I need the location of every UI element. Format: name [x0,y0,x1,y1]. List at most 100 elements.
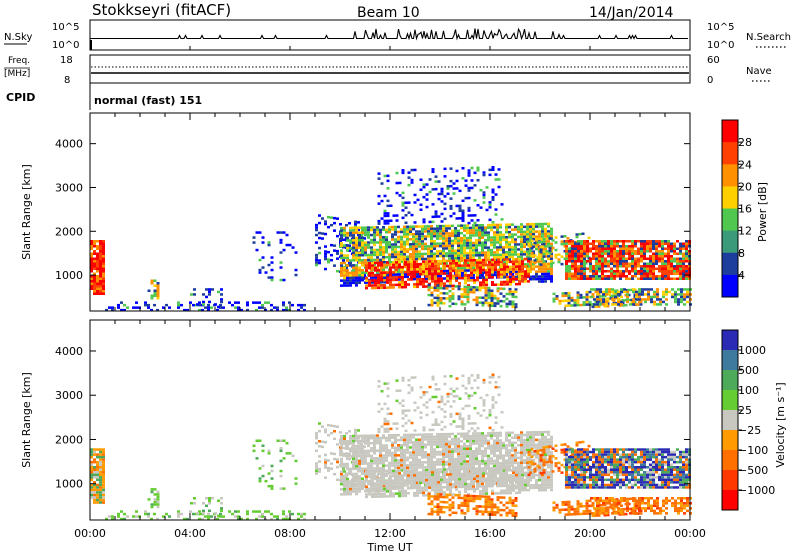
power-cell [640,250,643,253]
power-cell [472,288,476,292]
power-cell [619,247,622,250]
velocity-cell [442,460,445,464]
velocity-cell [93,468,96,471]
power-cell [466,266,469,270]
power-cell [577,252,580,255]
power-cell [445,232,448,235]
power-cell [386,278,389,282]
power-cell [680,288,683,291]
power-cell [631,275,634,278]
velocity-cell [388,461,391,465]
power-cell [400,260,403,264]
power-cell [523,230,526,234]
power-cell [503,280,506,284]
power-cell [349,246,352,250]
power-cell [202,303,205,306]
power-cell [90,270,93,273]
power-cell [520,258,523,261]
velocity-cell [354,428,357,432]
power-cell [685,265,688,268]
power-cell [674,298,677,301]
power-cell [601,245,604,248]
power-cell [514,295,518,299]
power-cell [434,212,438,216]
power-cell [354,223,357,226]
power-cell [586,267,589,270]
power-cell [646,270,649,273]
power-cell [358,234,361,237]
power-cell [500,273,503,276]
power-cell [542,242,546,246]
power-cell [505,246,508,249]
velocity-cell [394,479,397,482]
power-cell [355,226,358,230]
power-cell [427,262,430,266]
velocity-cell [457,452,460,456]
power-cell [620,288,623,291]
power-cell [413,270,416,274]
power-cell [508,290,512,293]
power-cell [544,235,547,238]
power-cell [207,308,210,312]
power-cell [565,247,568,250]
velocity-cell [391,451,394,455]
velocity-cell [472,442,475,445]
power-cell [342,238,345,241]
power-cell [526,235,529,239]
power-cell [412,240,415,243]
power-cell [643,270,646,273]
power-cell [670,250,673,253]
power-cell [523,240,526,244]
velocity-cell [150,503,154,506]
power-cell [343,256,346,260]
power-cell [400,245,403,249]
power-cell [454,229,457,232]
velocity-cell [360,442,363,445]
power-cell [583,252,586,255]
power-cell [380,199,384,203]
power-cell [421,257,424,261]
power-cell [596,298,599,301]
power-cell [431,280,434,283]
power-cell [683,298,686,301]
velocity-cell [451,447,454,451]
power-cell [613,277,616,280]
power-cell [336,252,339,255]
power-cell [457,295,461,298]
power-cell [403,250,406,254]
power-cell [445,242,448,245]
velocity-cell [412,461,415,464]
power-cell [448,249,451,253]
power-cell [523,235,526,239]
power-cell [650,288,653,291]
power-cell [333,264,336,267]
power-cell [394,245,397,249]
power-cell [96,262,99,265]
power-cell [430,255,433,258]
power-cell [628,245,631,248]
power-cell [478,244,481,247]
power-cell [472,256,475,260]
power-cell [340,279,343,282]
power-cell [592,270,595,273]
velocity-cell [102,473,105,477]
power-cell [379,241,382,244]
power-cell [428,277,431,281]
power-cell [536,256,540,259]
power-cell [481,286,485,289]
power-cell [147,306,150,309]
power-cell [395,214,399,217]
velocity-cell [379,446,382,450]
power-cell [598,242,601,245]
power-cell [364,271,367,274]
power-cell [595,267,598,270]
power-cell [398,283,401,286]
power-cell [686,295,689,299]
power-cell [542,240,546,243]
power-cell [526,230,529,234]
power-cell [365,261,368,265]
power-cell [635,295,638,299]
power-cell [105,308,108,312]
power-cell [452,187,456,190]
power-cell [665,293,668,296]
